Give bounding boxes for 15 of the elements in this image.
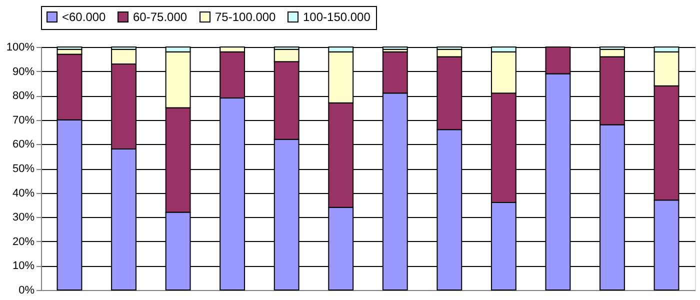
y-tick-label: 80%	[12, 90, 35, 102]
y-tick-label: 70%	[12, 114, 35, 126]
y-tick-label: 90%	[12, 66, 35, 78]
y-tick-label: 20%	[12, 236, 35, 248]
y-tick-label: 100%	[6, 42, 35, 54]
legend-label: 75-100.000	[215, 10, 276, 24]
y-tick-label: 0%	[18, 284, 35, 296]
y-tick-label: 40%	[12, 187, 35, 200]
y-tick-label: 50%	[12, 163, 35, 175]
y-tick-label: 60%	[12, 138, 35, 151]
legend-label: <60.000	[62, 10, 106, 24]
y-tick-label: 30%	[12, 212, 35, 224]
y-tick-label: 10%	[12, 260, 35, 272]
legend-label: 100-150.000	[303, 10, 371, 24]
legend-label: 60-75.000	[133, 10, 188, 24]
